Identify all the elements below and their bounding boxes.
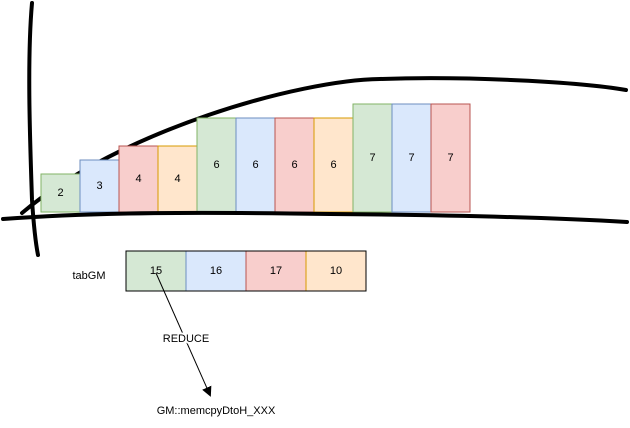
bar-label: 6 <box>330 159 336 171</box>
bar: 2 <box>40 173 81 213</box>
bar-label: 3 <box>96 180 102 192</box>
bar-rect <box>79 159 120 213</box>
tab-cells: 15 16 17 10 <box>125 250 367 292</box>
baseline-curve <box>1 210 629 224</box>
bar-rect <box>313 117 354 213</box>
bar-label: 2 <box>57 187 63 199</box>
bar-rect <box>430 103 471 213</box>
bar: 4 <box>118 145 159 213</box>
tab-cell: 15 <box>125 250 187 292</box>
bar-rect <box>352 103 393 213</box>
reduce-arrow <box>155 272 212 397</box>
target-label: GM::memcpyDtoH_XXX <box>157 405 276 417</box>
bar-label: 7 <box>369 152 375 164</box>
bar-label: 7 <box>447 152 453 164</box>
bar: 7 <box>391 103 432 213</box>
tab-cell-label: 15 <box>150 265 162 277</box>
bar: 7 <box>430 103 471 213</box>
bar: 6 <box>196 117 237 213</box>
bar: 6 <box>235 117 276 213</box>
reduce-label: REDUCE <box>163 333 209 345</box>
bar: 6 <box>313 117 354 213</box>
bar-label: 6 <box>291 159 297 171</box>
bar-label: 6 <box>252 159 258 171</box>
bar-rect <box>391 103 432 213</box>
bar-label: 6 <box>213 159 219 171</box>
bar-label: 4 <box>135 173 141 185</box>
bar: 4 <box>157 145 198 213</box>
tab-cell: 16 <box>185 250 247 292</box>
tab-frame <box>125 250 367 292</box>
bar-rect <box>157 145 198 213</box>
tab-cell-label: 10 <box>330 265 342 277</box>
tab-cell: 10 <box>305 250 367 292</box>
bar: 7 <box>352 103 393 213</box>
bar-rect <box>235 117 276 213</box>
tab-cell-rect <box>245 250 307 292</box>
tab-label: tabGM <box>72 270 105 282</box>
bar-label: 4 <box>174 173 180 185</box>
bar: 6 <box>274 117 315 213</box>
tab-cell-label: 16 <box>210 265 222 277</box>
tab-cell: 17 <box>245 250 307 292</box>
bar: 3 <box>79 159 120 213</box>
vertical-axis-curve <box>27 1 40 257</box>
bar-group: 2 3 4 4 6 6 6 6 7 7 7 <box>40 103 471 213</box>
tab-cell-rect <box>185 250 247 292</box>
tab-cell-label: 17 <box>270 265 282 277</box>
bar-label: 7 <box>408 152 414 164</box>
